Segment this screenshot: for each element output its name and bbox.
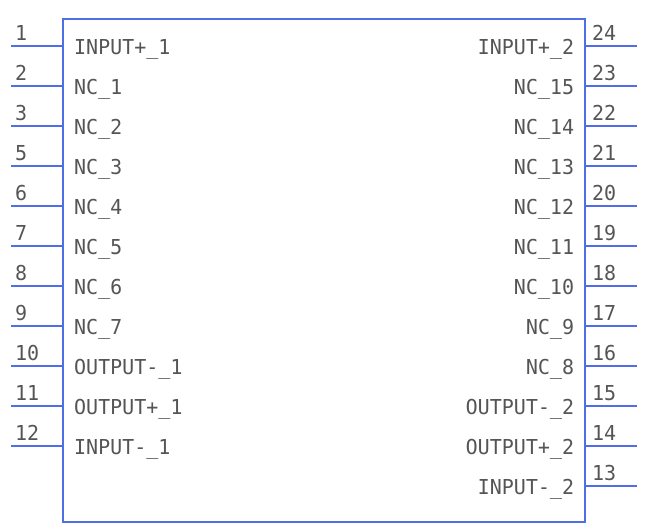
- pin-lead: [11, 245, 62, 247]
- pin-label: INPUT-_1: [74, 435, 170, 459]
- pin-number: 14: [592, 421, 616, 445]
- pin-label: OUTPUT-_1: [74, 355, 182, 379]
- pin-number: 10: [15, 341, 39, 365]
- pin-number: 11: [15, 381, 39, 405]
- pin-lead: [586, 85, 637, 87]
- pin-number: 15: [592, 381, 616, 405]
- pin-number: 2: [15, 61, 27, 85]
- pin-lead: [586, 405, 637, 407]
- pin-number: 3: [15, 101, 27, 125]
- pin-label: NC_4: [74, 195, 122, 219]
- pin-lead: [11, 45, 62, 47]
- pin-label: INPUT+_1: [74, 35, 170, 59]
- pin-number: 18: [592, 261, 616, 285]
- pin-number: 6: [15, 181, 27, 205]
- pin-lead: [586, 45, 637, 47]
- pin-number: 1: [15, 21, 27, 45]
- pin-number: 7: [15, 221, 27, 245]
- pin-lead: [11, 325, 62, 327]
- pin-label: NC_14: [514, 115, 574, 139]
- pin-number: 22: [592, 101, 616, 125]
- pin-lead: [11, 365, 62, 367]
- pin-lead: [586, 485, 637, 487]
- pin-lead: [586, 325, 637, 327]
- pin-number: 16: [592, 341, 616, 365]
- pin-number: 24: [592, 21, 616, 45]
- pin-number: 8: [15, 261, 27, 285]
- pin-label: INPUT+_2: [478, 35, 574, 59]
- pin-number: 20: [592, 181, 616, 205]
- pin-number: 12: [15, 421, 39, 445]
- pin-lead: [586, 245, 637, 247]
- pin-label: NC_8: [526, 355, 574, 379]
- pin-lead: [586, 365, 637, 367]
- pin-label: NC_15: [514, 75, 574, 99]
- pin-number: 21: [592, 141, 616, 165]
- pin-label: NC_7: [74, 315, 122, 339]
- pin-lead: [11, 445, 62, 447]
- pin-lead: [11, 85, 62, 87]
- pin-lead: [11, 285, 62, 287]
- pin-label: NC_11: [514, 235, 574, 259]
- pin-number: 17: [592, 301, 616, 325]
- pin-label: NC_6: [74, 275, 122, 299]
- pinout-diagram: 1INPUT+_12NC_13NC_25NC_36NC_47NC_58NC_69…: [0, 0, 648, 532]
- pin-label: OUTPUT+_1: [74, 395, 182, 419]
- pin-label: NC_2: [74, 115, 122, 139]
- pin-lead: [586, 285, 637, 287]
- pin-lead: [11, 125, 62, 127]
- pin-label: NC_10: [514, 275, 574, 299]
- pin-lead: [11, 205, 62, 207]
- pin-number: 19: [592, 221, 616, 245]
- pin-label: INPUT-_2: [478, 475, 574, 499]
- pin-label: NC_3: [74, 155, 122, 179]
- pin-lead: [11, 405, 62, 407]
- pin-number: 9: [15, 301, 27, 325]
- pin-label: NC_12: [514, 195, 574, 219]
- pin-label: OUTPUT+_2: [466, 435, 574, 459]
- pin-label: OUTPUT-_2: [466, 395, 574, 419]
- pin-number: 13: [592, 461, 616, 485]
- pin-label: NC_1: [74, 75, 122, 99]
- pin-lead: [586, 205, 637, 207]
- pin-number: 23: [592, 61, 616, 85]
- pin-label: NC_5: [74, 235, 122, 259]
- pin-label: NC_13: [514, 155, 574, 179]
- pin-lead: [586, 125, 637, 127]
- pin-number: 5: [15, 141, 27, 165]
- pin-lead: [11, 165, 62, 167]
- pin-lead: [586, 445, 637, 447]
- pin-label: NC_9: [526, 315, 574, 339]
- pin-lead: [586, 165, 637, 167]
